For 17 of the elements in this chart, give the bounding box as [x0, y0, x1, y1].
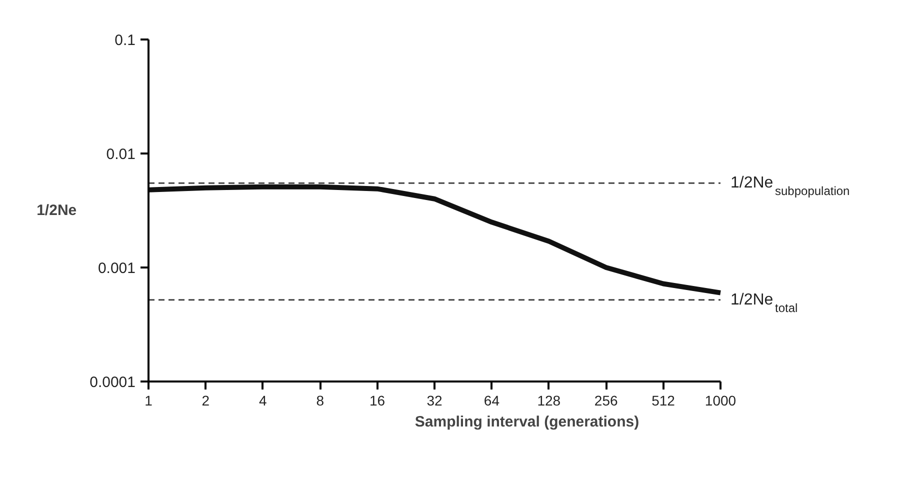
x-tick-label: 64 — [484, 392, 500, 408]
x-tick-label: 2 — [202, 392, 210, 408]
x-tick-label: 8 — [316, 392, 324, 408]
x-axis-title: Sampling interval (generations) — [414, 414, 640, 430]
x-tick-label: 128 — [537, 392, 561, 408]
x-tick-label: 32 — [426, 392, 442, 408]
y-axis-title: 1/2Ne — [36, 202, 77, 219]
x-tick-label: 1000 — [704, 392, 736, 408]
x-tick-label: 512 — [652, 392, 676, 408]
y-tick-label: 0.1 — [114, 32, 136, 49]
x-tick-label: 1 — [144, 392, 153, 408]
y-tick-label: 0.01 — [106, 146, 136, 163]
y-tick-label: 0.001 — [98, 260, 136, 277]
x-tick-label: 4 — [259, 392, 268, 408]
y-tick-label: 0.0001 — [90, 374, 136, 391]
x-tick-label: 16 — [370, 392, 386, 408]
x-tick-label: 256 — [594, 392, 618, 408]
